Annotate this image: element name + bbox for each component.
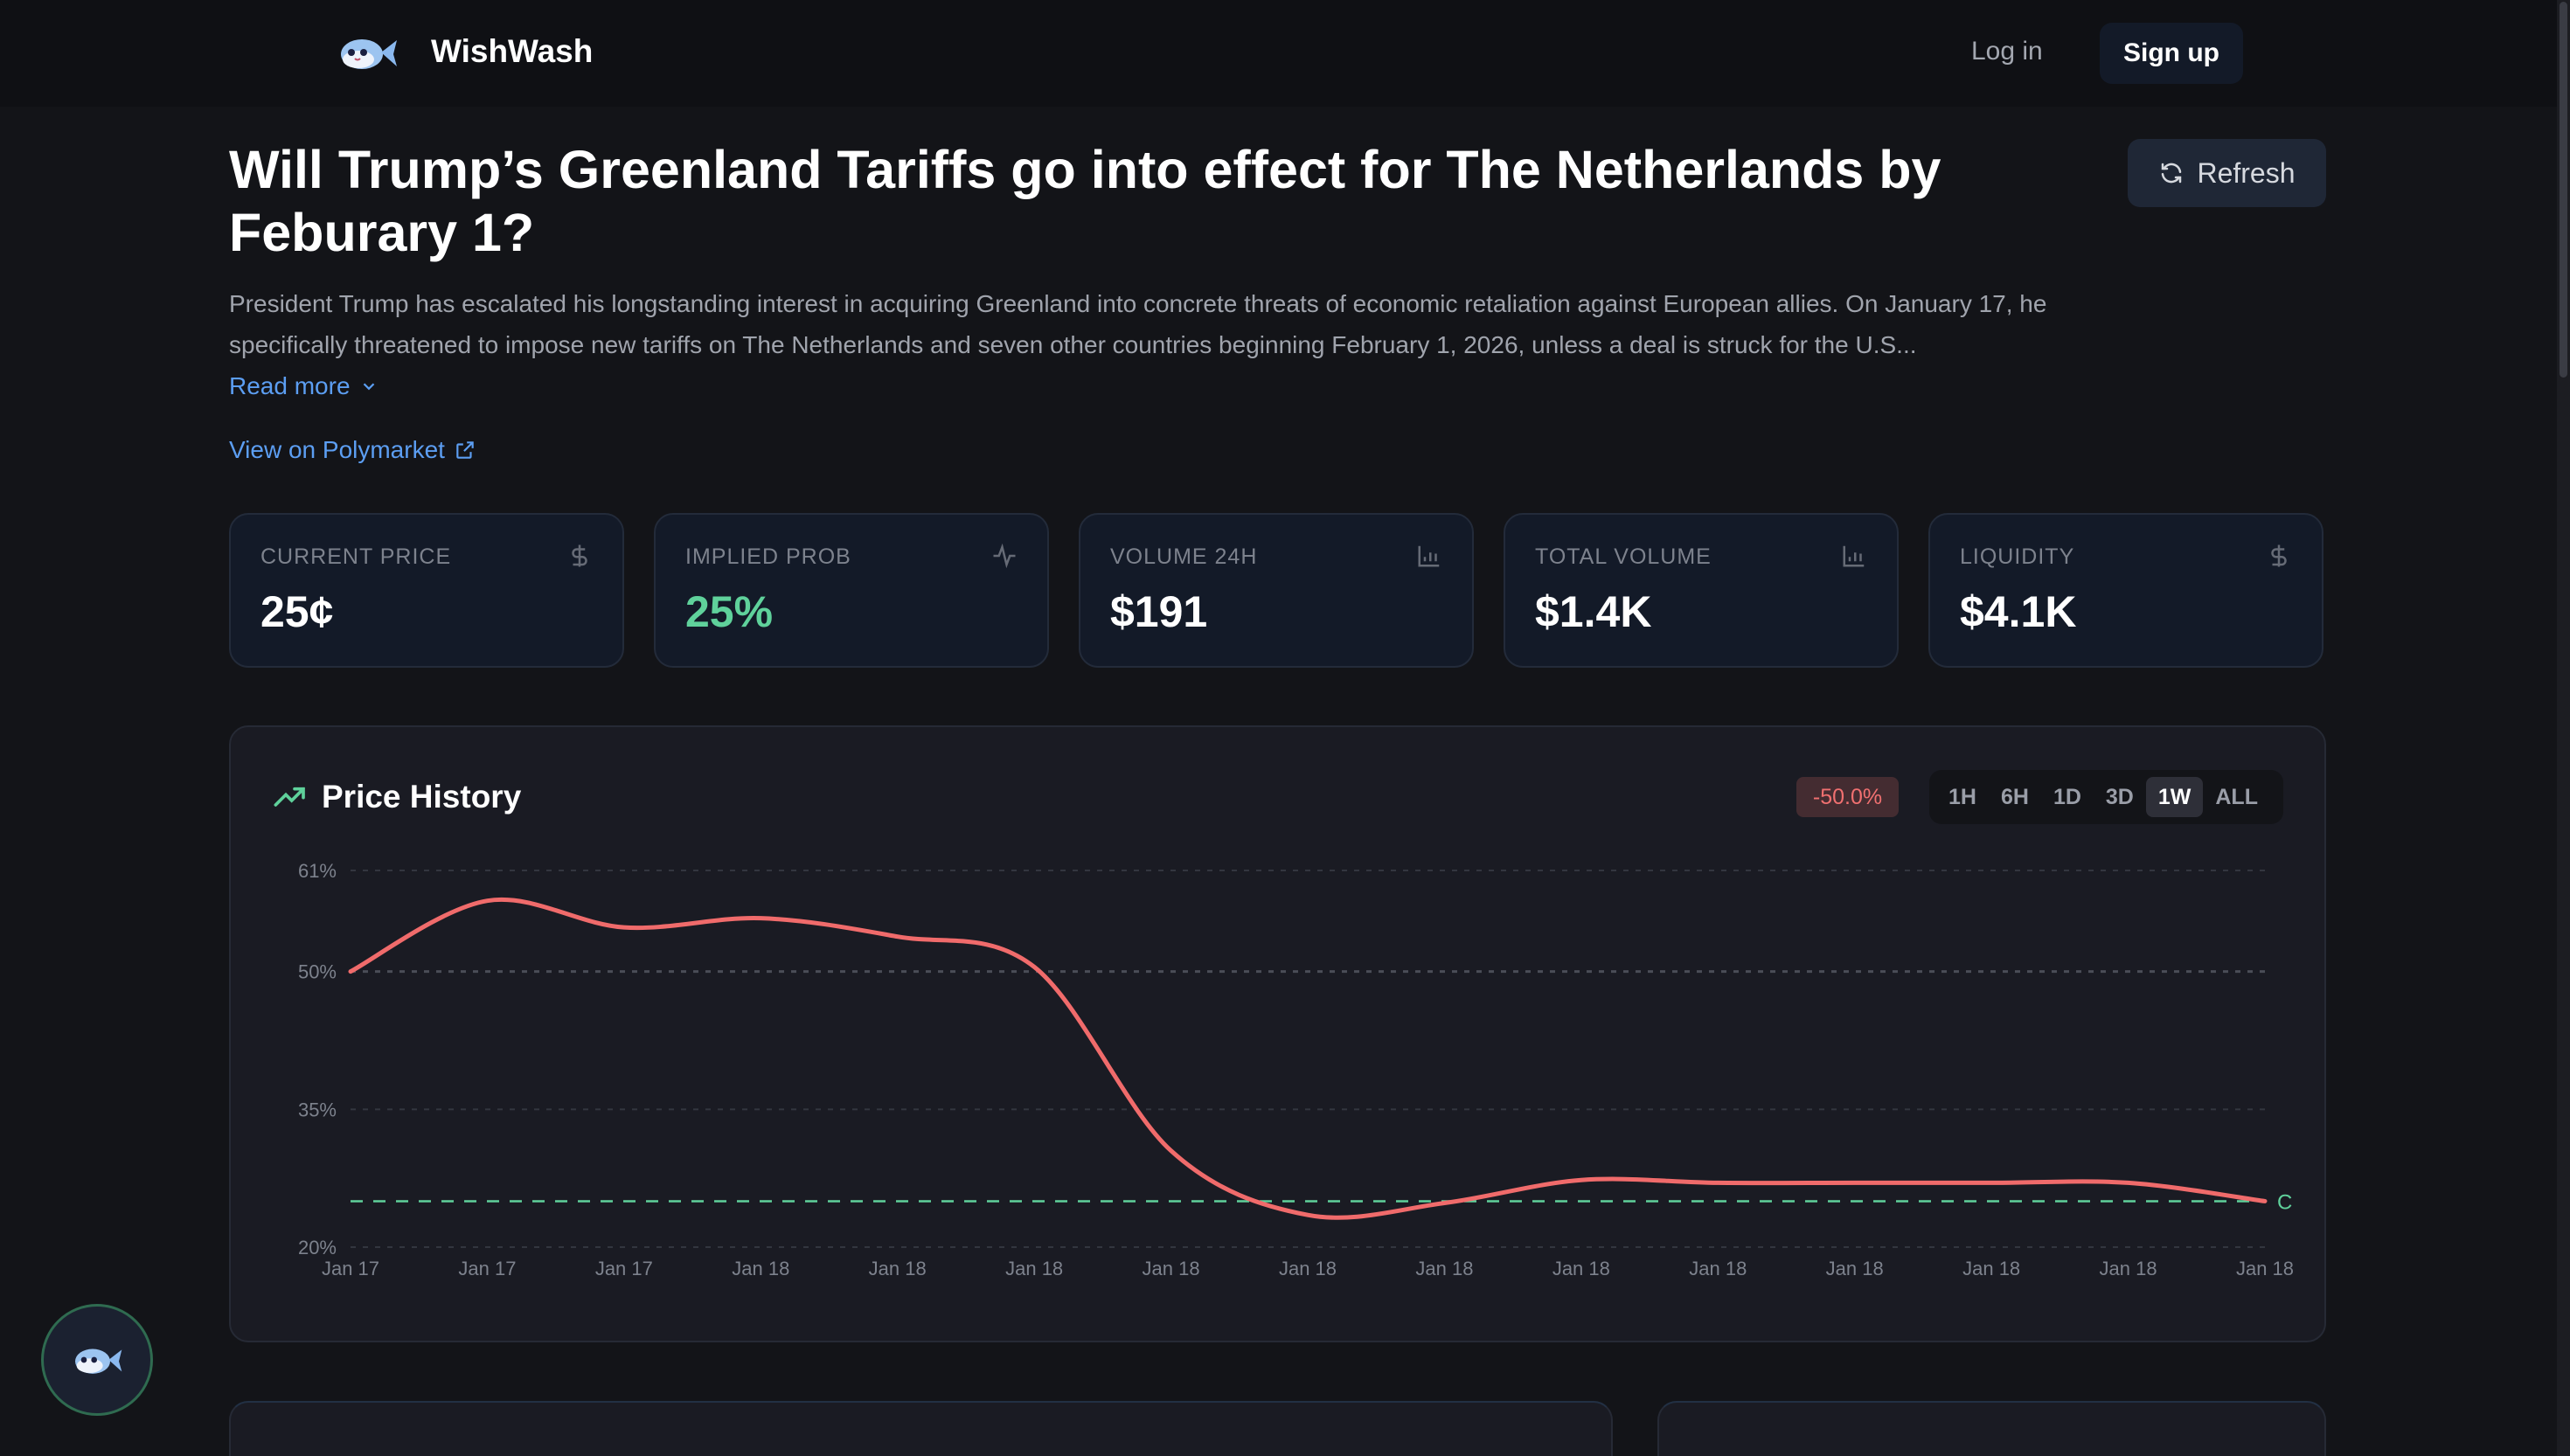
top-nav: WishWash Log in Sign up: [0, 0, 2557, 107]
timeframe-selector: 1H 6H 1D 3D 1W ALL: [1929, 770, 2283, 824]
fish-logo-icon[interactable]: [332, 26, 402, 79]
assistant-button[interactable]: [41, 1304, 153, 1416]
stat-label: CURRENT PRICE: [260, 544, 452, 569]
stat-label: VOLUME 24H: [1110, 544, 1258, 569]
refresh-label: Refresh: [2197, 156, 2296, 189]
read-more-link[interactable]: Read more: [229, 372, 379, 400]
price-history-card: [229, 725, 2326, 1342]
timeframe-1d[interactable]: 1D: [2053, 784, 2081, 809]
bar-chart-icon: [1418, 545, 1440, 567]
reference-line-label: C: [2277, 1190, 2292, 1214]
price-history-chart: 20% 35% 50% 61% Jan 17 Jan 17 Jan 17 Jan 18 Jan …: [298, 860, 2294, 1279]
timeframe-1w[interactable]: 1W: [2145, 777, 2204, 817]
brand-name[interactable]: WishWash: [431, 33, 594, 69]
price-history-title: Price History: [322, 779, 522, 815]
stat-card-current-price: CURRENT PRICE 25¢: [229, 513, 624, 668]
x-tick-label: Jan 17: [458, 1258, 516, 1279]
stat-label: LIQUIDITY: [1960, 544, 2075, 569]
stat-card-implied-prob: IMPLIED PROB 25%: [654, 513, 1049, 668]
price-change-badge: -50.0%: [1796, 777, 1899, 817]
x-tick-label: Jan 18: [1962, 1258, 2020, 1279]
x-tick-label: Jan 18: [869, 1258, 927, 1279]
refresh-icon: [2162, 163, 2182, 184]
stat-value: 25¢: [260, 587, 334, 636]
trending-up-icon: [274, 787, 305, 807]
x-tick-label: Jan 18: [2100, 1258, 2157, 1279]
signup-button[interactable]: Sign up: [2100, 23, 2243, 84]
dollar-icon: [572, 544, 587, 567]
chevron-down-icon: [363, 383, 374, 391]
x-tick-label: Jan 18: [1279, 1258, 1337, 1279]
x-tick-label: Jan 18: [732, 1258, 789, 1279]
x-tick-label: Jan 18: [1689, 1258, 1747, 1279]
stat-card-total-volume: TOTAL VOLUME $1.4K: [1504, 513, 1899, 668]
refresh-button[interactable]: Refresh: [2128, 139, 2326, 207]
activity-icon: [993, 543, 1016, 569]
read-more-label: Read more: [229, 372, 351, 399]
stats-row: CURRENT PRICE 25¢ IMPLIED PROB 25% VOLUM…: [229, 513, 2323, 668]
stat-value: 25%: [685, 587, 774, 636]
x-tick-label: Jan 18: [1552, 1258, 1610, 1279]
x-tick-label: Jan 18: [2236, 1258, 2294, 1279]
market-description: President Trump has escalated his longst…: [229, 290, 2047, 358]
x-tick-label: Jan 18: [1826, 1258, 1884, 1279]
timeframe-3d[interactable]: 3D: [2105, 784, 2134, 809]
timeframe-all[interactable]: ALL: [2215, 784, 2258, 809]
stat-label: IMPLIED PROB: [685, 544, 851, 569]
external-link-icon: [456, 441, 474, 459]
login-link[interactable]: Log in: [1971, 37, 2043, 66]
timeframe-1h[interactable]: 1H: [1948, 784, 1976, 809]
scrollbar-thumb[interactable]: [2560, 2, 2567, 378]
polymarket-label: View on Polymarket: [229, 436, 445, 463]
y-tick-label: 35%: [298, 1099, 337, 1120]
y-tick-label: 50%: [298, 961, 337, 983]
dollar-icon: [2271, 544, 2287, 567]
stat-card-liquidity: LIQUIDITY $4.1K: [1928, 513, 2323, 668]
stat-value: $1.4K: [1535, 587, 1652, 636]
stat-value: $191: [1110, 587, 1208, 636]
view-on-polymarket-link[interactable]: View on Polymarket: [229, 436, 476, 464]
x-tick-label: Jan 17: [595, 1258, 653, 1279]
market-title: Will Trump’s Greenland Tariffs go into e…: [229, 140, 1941, 262]
y-tick-label: 20%: [298, 1237, 337, 1258]
timeframe-6h[interactable]: 6H: [2000, 784, 2029, 809]
price-line: [348, 897, 2268, 1220]
stat-label: TOTAL VOLUME: [1535, 544, 1712, 569]
bottom-right-card: [1657, 1401, 2326, 1456]
fish-mascot-icon: [75, 1349, 122, 1374]
bar-chart-icon: [1843, 545, 1865, 567]
x-tick-label: Jan 18: [1415, 1258, 1473, 1279]
y-tick-label: 61%: [298, 860, 337, 882]
x-tick-label: Jan 18: [1143, 1258, 1200, 1279]
x-tick-label: Jan 18: [1005, 1258, 1063, 1279]
bottom-left-card: [229, 1401, 1613, 1456]
stat-value: $4.1K: [1960, 587, 2077, 636]
x-tick-label: Jan 17: [322, 1258, 379, 1279]
stat-card-volume-24h: VOLUME 24H $191: [1079, 513, 1474, 668]
